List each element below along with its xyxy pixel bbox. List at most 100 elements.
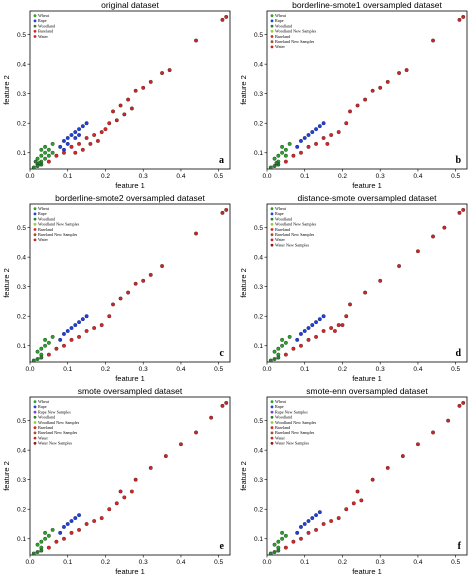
data-point: [84, 136, 89, 140]
data-point: [77, 133, 81, 137]
data-point: [80, 147, 85, 152]
data-point: [314, 513, 318, 518]
series-bareland: [283, 314, 349, 357]
data-point: [69, 326, 74, 330]
legend-marker: [33, 421, 37, 424]
data-point: [321, 121, 326, 126]
x-tick-label: 0.3: [139, 173, 148, 180]
series-rape: [58, 314, 89, 342]
y-tick-label: 0.3: [17, 477, 26, 484]
data-point: [129, 489, 134, 494]
y-tick-label: 0.3: [17, 91, 26, 98]
data-point: [310, 516, 315, 521]
data-point: [276, 539, 281, 544]
data-point: [280, 536, 285, 541]
data-point: [194, 38, 198, 43]
x-tick-label: 0.5: [214, 559, 223, 566]
legend-entry: Bareland New Samples: [38, 232, 78, 237]
data-point: [363, 290, 368, 295]
x-tick-label: 0.2: [338, 173, 347, 180]
legend-entry: Bareland: [275, 227, 291, 232]
data-point: [58, 337, 63, 342]
data-point: [58, 144, 63, 149]
legend-entry: Rape: [275, 18, 284, 23]
data-point: [62, 343, 66, 348]
series-wheat: [272, 530, 288, 550]
data-point: [31, 358, 36, 363]
x-tick-label: 0.5: [451, 173, 460, 180]
data-point: [46, 159, 51, 164]
legend-entry: Water: [38, 34, 48, 39]
data-point: [65, 329, 70, 333]
data-point: [43, 156, 48, 161]
data-point: [148, 272, 153, 277]
data-point: [280, 530, 285, 535]
y-tick-label: 0.5: [17, 418, 26, 425]
data-point: [107, 314, 112, 319]
y-tick-label: 0.2: [254, 506, 263, 513]
data-point: [310, 130, 315, 135]
data-point: [62, 525, 66, 529]
data-point: [299, 150, 303, 155]
data-point: [274, 161, 279, 166]
data-point: [73, 150, 78, 155]
legend-marker: [270, 212, 274, 216]
data-point: [329, 133, 334, 137]
data-point: [355, 103, 360, 108]
data-point: [50, 527, 55, 532]
data-point: [148, 79, 153, 84]
data-point: [73, 136, 78, 140]
data-point: [88, 141, 93, 146]
legend-marker: [270, 243, 274, 247]
legend-entry: Wheat: [38, 206, 50, 211]
data-point: [209, 415, 214, 420]
x-tick-label: 0.4: [413, 173, 422, 180]
legend-marker: [270, 19, 274, 23]
legend-entry: Bareland New Samples: [275, 430, 315, 435]
legend-entry: Woodland: [275, 216, 293, 221]
legend-entry: Rape: [38, 211, 47, 216]
data-point: [107, 121, 112, 126]
legend-entry: Water: [275, 44, 285, 49]
series-wheat: [35, 334, 55, 357]
legend-marker: [33, 436, 37, 440]
data-point: [302, 522, 307, 526]
legend-marker: [33, 207, 37, 211]
data-point: [50, 150, 55, 155]
x-tick-label: 0.1: [63, 173, 72, 180]
series-water: [111, 207, 229, 307]
chart-title: smote oversampled dataset: [78, 386, 183, 396]
legend-entry: Rape: [38, 404, 47, 409]
scatter-chart-c: borderline-smote2 oversampled dataset 0.0…: [2, 193, 231, 383]
data-point: [306, 519, 311, 523]
series-water: [348, 14, 466, 114]
data-point: [344, 507, 349, 512]
data-point: [306, 337, 311, 342]
data-point: [114, 118, 119, 123]
data-point: [122, 112, 127, 117]
data-point: [457, 17, 462, 22]
data-point: [431, 38, 435, 43]
data-point: [31, 551, 36, 556]
y-axis-label: feature 2: [2, 461, 11, 491]
x-tick-label: 0.0: [25, 366, 34, 373]
data-point: [295, 530, 300, 535]
legend-marker: [270, 228, 274, 231]
legend-marker: [270, 45, 274, 49]
series-bareland: [46, 314, 112, 357]
data-point: [317, 124, 322, 129]
series-woodland: [268, 548, 281, 556]
scatter-chart-a: original dataset 0.0 0.1 0.2 0.3 0.4 0.5 0.1 0.2…: [2, 0, 231, 190]
y-tick-label: 0.4: [17, 254, 26, 261]
legend-entry: Bareland: [275, 34, 291, 39]
panel-letter: f: [458, 541, 462, 552]
data-point: [378, 85, 383, 90]
chart-panel-d: distance-smote oversampled dataset 0.0 0.1…: [237, 193, 474, 386]
legend-marker: [270, 24, 274, 28]
data-point: [404, 68, 409, 72]
data-point: [77, 334, 81, 339]
y-tick-label: 0.1: [254, 536, 263, 543]
legend-entry: Bareland New Samples: [275, 232, 315, 237]
